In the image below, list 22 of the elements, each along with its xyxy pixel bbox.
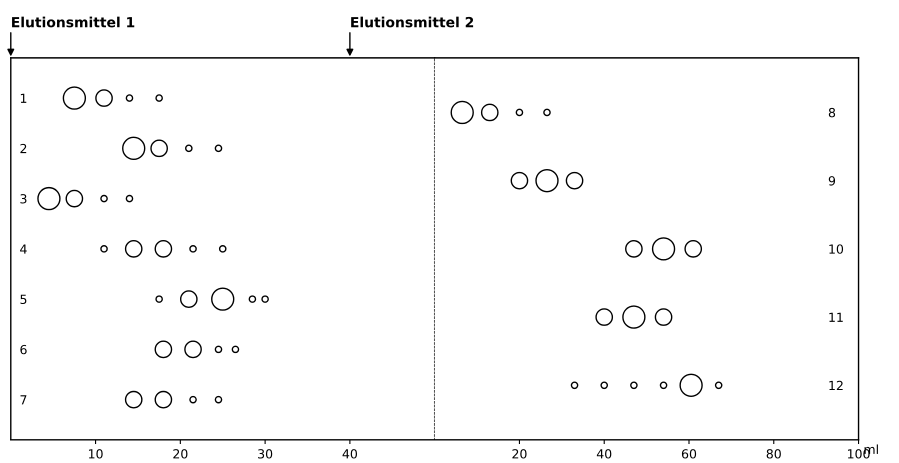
y-tick-label: 9	[828, 176, 836, 186]
y-tick-label: 10	[829, 244, 844, 254]
x-tick-label: 20	[512, 449, 527, 459]
text: Elutionsmittel 2	[351, 16, 474, 28]
y-tick-label: 7	[20, 395, 26, 404]
y-tick-label: 5	[20, 294, 26, 304]
y-tick-label: 6	[20, 344, 27, 354]
x-tick-label: 60	[682, 449, 696, 459]
y-tick-label: 8	[828, 108, 836, 118]
text: Elutionsmittel 1	[12, 16, 134, 28]
x-tick-label: 40	[342, 449, 358, 459]
x-tick-label: 20	[173, 449, 188, 459]
y-tick-label: 11	[829, 312, 843, 322]
y-tick-label: 1	[20, 94, 26, 103]
y-tick-label: 2	[20, 144, 26, 154]
x-tick-label: 80	[766, 449, 781, 459]
y-tick-label: 4	[20, 244, 27, 254]
x-tick-label: 30	[258, 449, 272, 459]
y-tick-label: 12	[829, 380, 843, 390]
x-tick-label: 10	[88, 449, 103, 459]
y-tick-label: 3	[20, 194, 26, 204]
x-tick-label: 40	[596, 449, 612, 459]
